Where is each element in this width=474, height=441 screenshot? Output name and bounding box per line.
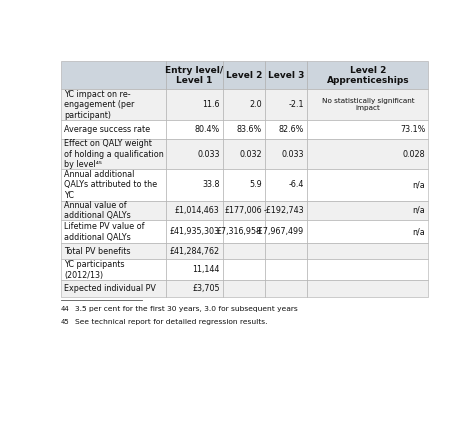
- Bar: [166, 61, 223, 89]
- Bar: [307, 139, 428, 169]
- Bar: [223, 169, 265, 201]
- Text: -2.1: -2.1: [289, 101, 304, 109]
- Text: See technical report for detailed regression results.: See technical report for detailed regres…: [75, 319, 267, 325]
- Text: 0.033: 0.033: [197, 149, 220, 159]
- Bar: [61, 61, 166, 89]
- Bar: [61, 243, 166, 259]
- Text: 45: 45: [61, 319, 70, 325]
- Text: n/a: n/a: [413, 180, 426, 189]
- Bar: [61, 220, 166, 243]
- Bar: [223, 243, 265, 259]
- Text: £3,705: £3,705: [192, 284, 220, 293]
- Text: -6.4: -6.4: [289, 180, 304, 189]
- Text: £7,316,958: £7,316,958: [217, 228, 262, 236]
- Text: n/a: n/a: [413, 228, 426, 236]
- Bar: [166, 259, 223, 280]
- Bar: [265, 243, 307, 259]
- Bar: [223, 61, 265, 89]
- Bar: [265, 139, 307, 169]
- Text: £177,006: £177,006: [224, 206, 262, 215]
- Bar: [61, 259, 166, 280]
- Bar: [223, 89, 265, 120]
- Text: No statistically significant
impact: No statistically significant impact: [321, 98, 414, 112]
- Text: 5.9: 5.9: [249, 180, 262, 189]
- Text: 0.032: 0.032: [239, 149, 262, 159]
- Text: Level 3: Level 3: [268, 71, 304, 80]
- Bar: [265, 61, 307, 89]
- Bar: [166, 220, 223, 243]
- Bar: [166, 201, 223, 220]
- Bar: [223, 259, 265, 280]
- Bar: [265, 201, 307, 220]
- Bar: [307, 169, 428, 201]
- Text: £1,014,463: £1,014,463: [175, 206, 220, 215]
- Text: -£7,967,499: -£7,967,499: [256, 228, 304, 236]
- Text: Annual additional
QALYs attributed to the
YC: Annual additional QALYs attributed to th…: [64, 170, 157, 200]
- Bar: [307, 220, 428, 243]
- Bar: [223, 201, 265, 220]
- Text: 11.6: 11.6: [202, 101, 220, 109]
- Text: Expected individual PV: Expected individual PV: [64, 284, 156, 293]
- Text: Level 2: Level 2: [226, 71, 262, 80]
- Text: 80.4%: 80.4%: [194, 125, 220, 135]
- Text: Lifetime PV value of
additional QALYs: Lifetime PV value of additional QALYs: [64, 222, 145, 242]
- Bar: [61, 280, 166, 297]
- Bar: [265, 280, 307, 297]
- Bar: [166, 169, 223, 201]
- Bar: [265, 169, 307, 201]
- Text: n/a: n/a: [413, 206, 426, 215]
- Bar: [166, 139, 223, 169]
- Bar: [61, 120, 166, 139]
- Bar: [307, 61, 428, 89]
- Bar: [166, 120, 223, 139]
- Bar: [265, 220, 307, 243]
- Text: 33.8: 33.8: [202, 180, 220, 189]
- Bar: [166, 89, 223, 120]
- Text: £41,284,762: £41,284,762: [170, 247, 220, 256]
- Text: 0.028: 0.028: [403, 149, 426, 159]
- Text: £41,935,303: £41,935,303: [170, 228, 220, 236]
- Text: YC impact on re-
engagement (per
participant): YC impact on re- engagement (per partici…: [64, 90, 135, 120]
- Text: 83.6%: 83.6%: [237, 125, 262, 135]
- Text: YC participants
(2012/13): YC participants (2012/13): [64, 260, 125, 280]
- Bar: [61, 89, 166, 120]
- Text: 44: 44: [61, 306, 70, 312]
- Text: 2.0: 2.0: [249, 101, 262, 109]
- Text: 11,144: 11,144: [192, 265, 220, 274]
- Text: Effect on QALY weight
of holding a qualification
by level⁴⁵: Effect on QALY weight of holding a quali…: [64, 139, 164, 169]
- Bar: [166, 243, 223, 259]
- Bar: [307, 201, 428, 220]
- Bar: [61, 169, 166, 201]
- Bar: [307, 280, 428, 297]
- Bar: [223, 280, 265, 297]
- Bar: [307, 243, 428, 259]
- Bar: [61, 201, 166, 220]
- Text: -£192,743: -£192,743: [264, 206, 304, 215]
- Text: 3.5 per cent for the first 30 years, 3.0 for subsequent years: 3.5 per cent for the first 30 years, 3.0…: [75, 306, 298, 312]
- Bar: [265, 259, 307, 280]
- Text: 73.1%: 73.1%: [400, 125, 426, 135]
- Bar: [223, 220, 265, 243]
- Bar: [223, 139, 265, 169]
- Bar: [307, 259, 428, 280]
- Bar: [307, 120, 428, 139]
- Text: Average success rate: Average success rate: [64, 125, 150, 135]
- Text: Level 2
Apprenticeships: Level 2 Apprenticeships: [327, 66, 409, 85]
- Bar: [265, 89, 307, 120]
- Text: Total PV benefits: Total PV benefits: [64, 247, 130, 256]
- Bar: [166, 280, 223, 297]
- Bar: [265, 120, 307, 139]
- Bar: [307, 89, 428, 120]
- Text: Entry level/
Level 1: Entry level/ Level 1: [165, 66, 223, 85]
- Text: Annual value of
additional QALYs: Annual value of additional QALYs: [64, 201, 131, 220]
- Text: 0.033: 0.033: [282, 149, 304, 159]
- Bar: [223, 120, 265, 139]
- Text: 82.6%: 82.6%: [279, 125, 304, 135]
- Bar: [61, 139, 166, 169]
